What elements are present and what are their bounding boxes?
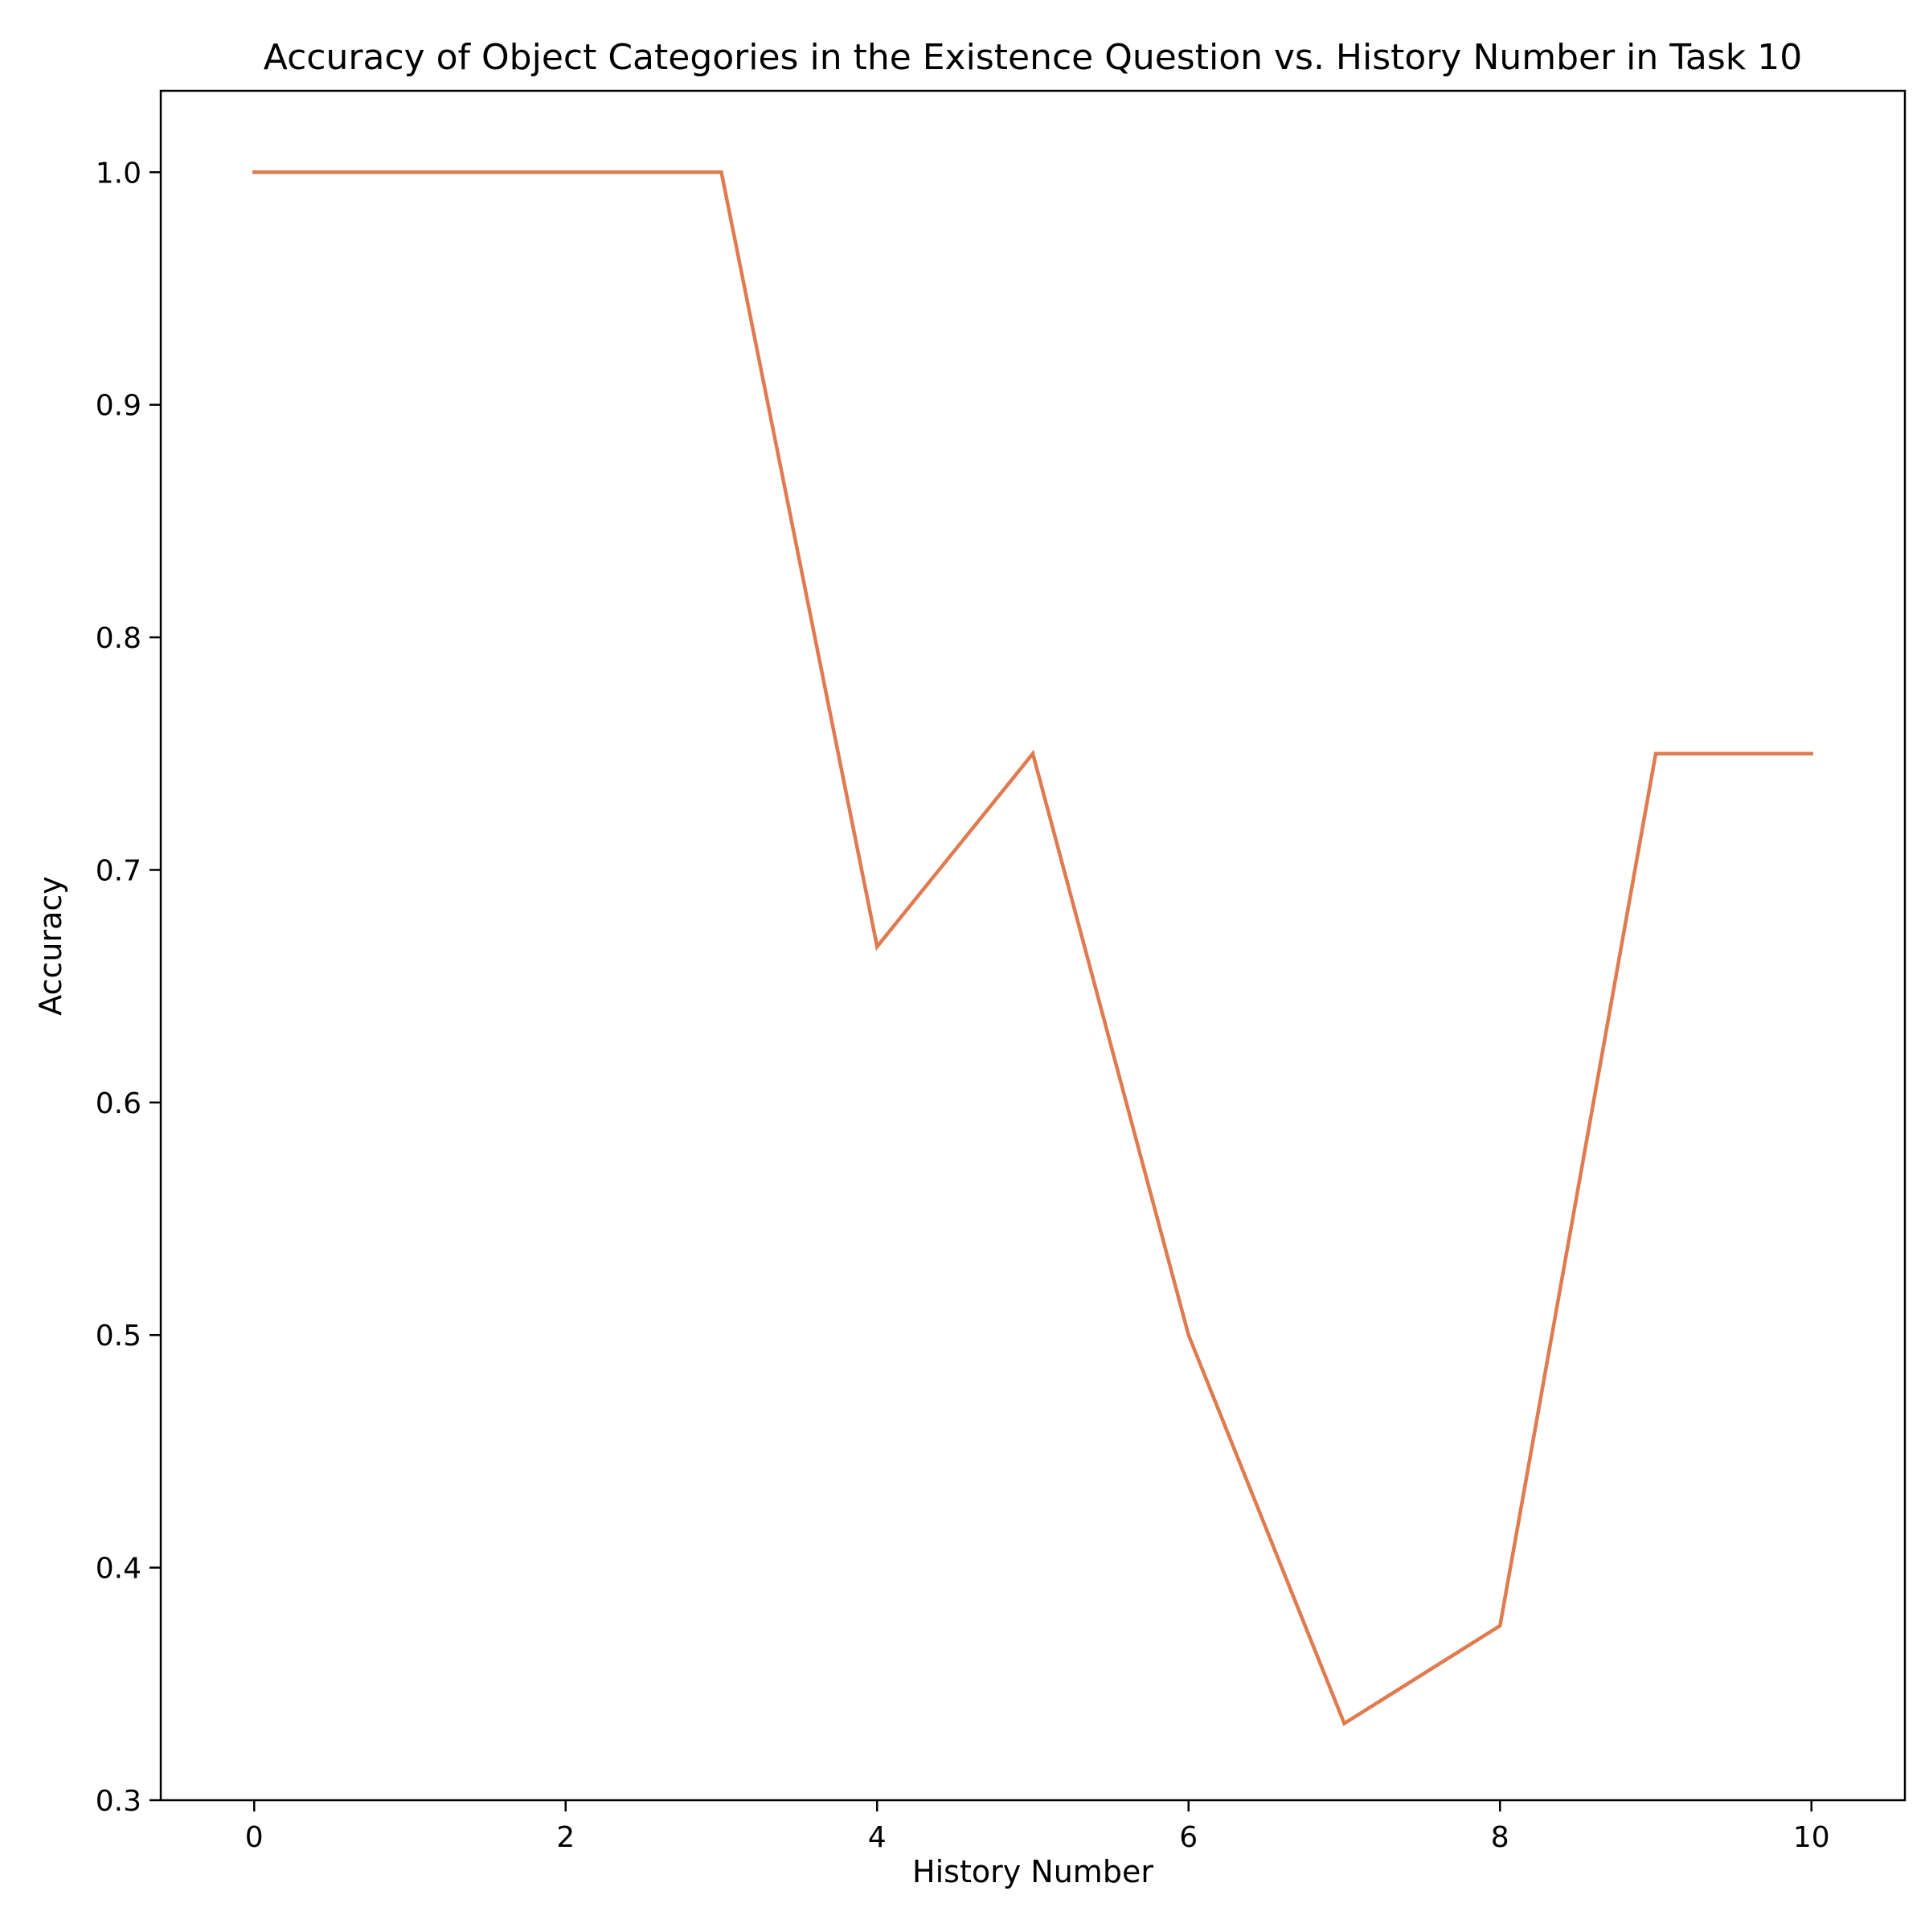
data-point [1343,1722,1346,1725]
y-tick-label: 0.3 [96,1785,141,1818]
y-axis-ticks: 0.3 0.4 0.5 0.6 0.7 0.8 0.9 1.0 [96,157,161,1818]
data-point [1810,752,1813,755]
data-point [1654,752,1657,755]
series-layer [252,170,1813,1726]
y-tick-label: 0.8 [96,622,141,655]
x-tick-label: 10 [1793,1821,1830,1854]
y-axis-label: Accuracy [33,876,68,1016]
x-tick-label: 8 [1491,1821,1509,1854]
data-point [720,170,723,174]
y-tick-label: 0.7 [96,854,141,887]
plot-area-frame [159,89,1906,1802]
x-tick-label: 2 [556,1821,575,1854]
data-point [408,170,412,174]
x-tick-label: 6 [1179,1821,1198,1854]
series-line [252,170,1813,1726]
x-axis-ticks: 0 2 4 6 8 10 [245,1800,1830,1854]
x-tick-label: 0 [245,1821,264,1854]
x-tick-label: 4 [868,1821,887,1854]
chart-title: Accuracy of Object Categories in the Exi… [264,37,1802,78]
data-point [252,170,256,174]
data-point [1187,1333,1190,1336]
y-tick-label: 0.6 [96,1087,141,1120]
data-point [564,170,567,174]
y-tick-label: 0.4 [96,1553,141,1586]
data-point [1031,752,1034,755]
y-tick-label: 1.0 [96,157,141,190]
y-tick-label: 0.5 [96,1320,141,1353]
y-tick-label: 0.9 [96,390,141,423]
x-axis-label: History Number [912,1854,1153,1889]
data-point [875,945,878,948]
data-point [1498,1624,1501,1627]
